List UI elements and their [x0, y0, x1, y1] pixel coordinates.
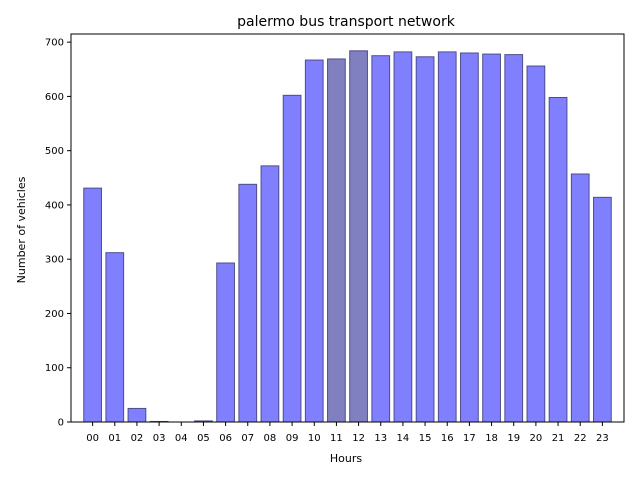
y-tick-label: 600 [45, 92, 64, 103]
y-tick-label: 500 [45, 146, 64, 157]
bar-06 [216, 262, 235, 423]
bar-10 [304, 59, 324, 423]
x-tick-label: 12 [352, 433, 365, 444]
bar-02 [127, 407, 147, 423]
x-tick-label: 14 [397, 433, 410, 444]
x-tick-label: 03 [153, 433, 166, 444]
chart-title: palermo bus transport network [237, 14, 456, 30]
y-tick-label: 200 [45, 309, 64, 320]
x-tick-label: 21 [552, 433, 565, 444]
y-tick-label: 400 [45, 200, 64, 211]
y-tick-label: 0 [58, 418, 64, 429]
bar-09 [282, 94, 302, 423]
bar-14 [393, 51, 413, 423]
x-tick-label: 02 [131, 433, 144, 444]
y-axis-label: Number of vehicles [15, 176, 28, 283]
x-tick-label: 00 [86, 433, 99, 444]
x-tick-label: 08 [264, 433, 277, 444]
plot-frame [70, 33, 625, 423]
x-tick-label: 17 [463, 433, 476, 444]
bar-18 [482, 53, 501, 423]
bar-07 [238, 183, 258, 423]
x-tick-label: 22 [574, 433, 587, 444]
bar-16 [437, 51, 457, 423]
x-tick-label: 11 [330, 433, 343, 444]
bar-17 [460, 52, 479, 423]
bar-15 [415, 56, 435, 423]
x-axis-ticks: 00 01 02 03 04 05 06 07 08 09 10 11 12 13 14 15 16 17 18 19… [86, 422, 609, 444]
x-tick-label: 20 [530, 433, 543, 444]
bar-19 [504, 54, 524, 423]
x-tick-label: 05 [197, 433, 210, 444]
y-axis-ticks: 0 100 200 300 400 500 600 700 [45, 38, 71, 429]
y-tick-label: 700 [45, 38, 64, 49]
x-tick-label: 10 [308, 433, 321, 444]
bar-13 [371, 55, 391, 423]
x-tick-label: 23 [596, 433, 609, 444]
bar-12 [349, 50, 368, 423]
x-tick-label: 19 [507, 433, 520, 444]
x-tick-label: 15 [419, 433, 432, 444]
bar-00 [83, 187, 102, 423]
x-tick-label: 04 [175, 433, 188, 444]
bar-20 [526, 65, 546, 423]
x-tick-label: 01 [108, 433, 121, 444]
y-tick-label: 300 [45, 255, 64, 266]
x-tick-label: 16 [441, 433, 454, 444]
bar-11 [327, 58, 346, 423]
x-tick-label: 13 [374, 433, 387, 444]
bars-group [83, 50, 612, 423]
y-tick-label: 100 [45, 363, 64, 374]
x-tick-label: 18 [485, 433, 498, 444]
bar-22 [570, 173, 590, 423]
x-tick-label: 07 [241, 433, 254, 444]
bar-23 [593, 196, 612, 423]
bar-08 [260, 165, 280, 423]
bar-01 [105, 252, 125, 423]
x-axis-label: Hours [330, 452, 362, 465]
x-tick-label: 06 [219, 433, 232, 444]
bar-21 [548, 96, 568, 423]
x-tick-label: 09 [286, 433, 299, 444]
